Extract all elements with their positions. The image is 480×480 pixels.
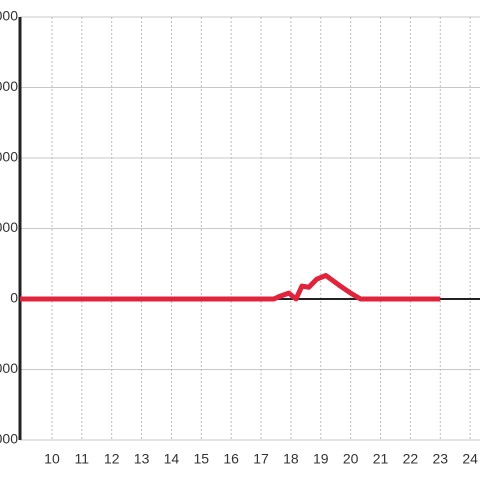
x-tick-label: 14 [164, 451, 180, 467]
x-tick-label: 15 [194, 451, 210, 467]
x-tick-label: 19 [313, 451, 329, 467]
x-tick-label: 17 [253, 451, 269, 467]
x-tick-label: 23 [432, 451, 448, 467]
y-tick-label: 6,000 [0, 149, 18, 165]
x-tick-label: 24 [462, 451, 478, 467]
x-tick-label: 22 [403, 451, 419, 467]
y-tick-label: -6,000 [0, 431, 18, 447]
x-tick-label: 10 [44, 451, 60, 467]
y-tick-label: 3,000 [0, 219, 18, 235]
x-tick-label: 11 [75, 451, 90, 467]
y-tick-label: -3,000 [0, 360, 18, 376]
x-tick-label: 16 [223, 451, 239, 467]
x-tick-label: 13 [134, 451, 150, 467]
x-tick-label: 18 [283, 451, 299, 467]
y-tick-label: 0 [10, 290, 18, 306]
data-line [20, 273, 441, 302]
x-tick-label: 12 [104, 451, 120, 467]
x-tick-label: 20 [343, 451, 359, 467]
x-tick-label: 21 [373, 451, 389, 467]
y-tick-label: 12,000 [0, 8, 18, 24]
y-tick-label: 9,000 [0, 78, 18, 94]
